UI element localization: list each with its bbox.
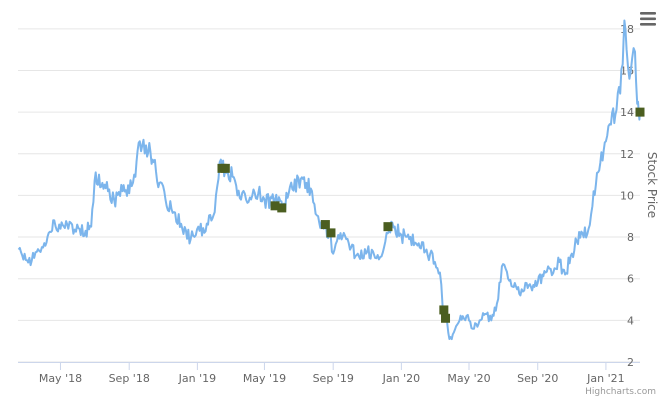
y-tick-label: 14 — [620, 106, 634, 119]
y-tick-label: 4 — [627, 314, 634, 327]
event-marker[interactable] — [441, 313, 451, 323]
y-tick-label: 2 — [627, 356, 634, 369]
y-tick-label: 8 — [627, 231, 634, 244]
x-tick-label: Sep '20 — [517, 372, 558, 385]
grid-lines — [18, 28, 640, 363]
x-tick-label: May '18 — [39, 372, 82, 385]
x-tick-label: May '20 — [447, 372, 490, 385]
event-marker[interactable] — [326, 228, 336, 238]
x-axis: May '18 Sep '18 Jan '19 May '19 Sep '19 Jan '… — [18, 362, 640, 385]
y-tick-label: 12 — [620, 148, 634, 161]
event-marker[interactable] — [270, 201, 280, 211]
x-tick-label: Jan '19 — [178, 372, 216, 385]
x-tick-label: May '19 — [243, 372, 286, 385]
hamburger-menu-icon[interactable] — [636, 8, 660, 30]
event-marker[interactable] — [220, 163, 230, 173]
event-marker[interactable] — [635, 107, 645, 117]
marker-series — [217, 107, 645, 323]
event-marker[interactable] — [320, 220, 330, 230]
x-tick-label: Jan '21 — [586, 372, 624, 385]
x-tick-label: Sep '19 — [313, 372, 354, 385]
x-tick-label: Sep '18 — [109, 372, 150, 385]
event-marker[interactable] — [439, 305, 449, 315]
x-tick-label: Jan '20 — [382, 372, 420, 385]
y-axis-title: Stock Price — [645, 152, 659, 218]
price-line — [17, 19, 641, 341]
y-tick-label: 18 — [620, 23, 634, 36]
event-marker[interactable] — [383, 222, 393, 232]
event-marker[interactable] — [277, 203, 287, 213]
plot-area — [17, 19, 641, 341]
credits-link[interactable]: Highcharts.com — [585, 387, 656, 397]
y-tick-label: 10 — [620, 189, 634, 202]
y-tick-label: 6 — [627, 273, 634, 286]
